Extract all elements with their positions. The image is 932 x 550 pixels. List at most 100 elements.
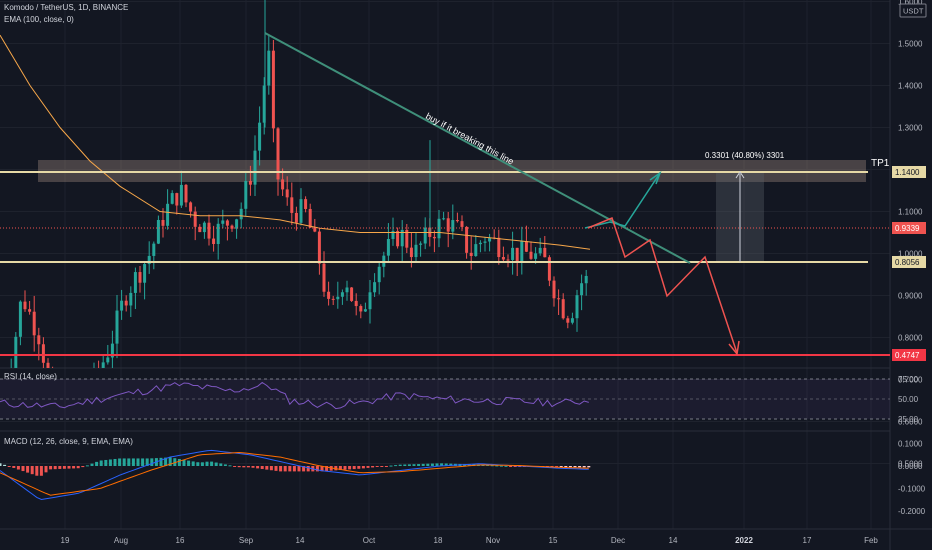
macd-bar [12, 466, 16, 468]
macd-bar [122, 458, 126, 466]
candle-body [14, 336, 18, 368]
candle-body [460, 221, 464, 227]
candle-body [175, 193, 179, 206]
macd-bar [205, 461, 209, 466]
candle-body [340, 292, 344, 297]
macd-bar [306, 466, 310, 472]
macd-title: MACD (12, 26, close, 9, EMA, EMA) [4, 437, 133, 446]
candle-body [506, 259, 510, 261]
macd-bar [467, 464, 471, 466]
macd-bar [141, 458, 145, 466]
candle-body [262, 85, 266, 123]
macd-tick-label: 0.1000 [898, 440, 923, 449]
candle-body [322, 263, 326, 292]
macd-tick-label: -0.2000 [898, 507, 926, 516]
candle-body [267, 50, 271, 86]
time-tick-label: Sep [239, 536, 254, 545]
bullish-projection-arrowhead [649, 171, 662, 185]
bearish-projection [587, 216, 738, 354]
candle-body [350, 287, 354, 301]
price-tick-label: 1.5000 [898, 40, 923, 49]
svg-text:0.4747: 0.4747 [895, 351, 920, 360]
candle-body [446, 218, 450, 232]
candle-body [483, 241, 487, 243]
macd-bar [495, 465, 499, 467]
candle-body [124, 300, 128, 306]
candle-body [110, 343, 114, 358]
macd-bar [200, 462, 204, 466]
macd-bar [486, 465, 490, 467]
candle-body [198, 226, 202, 233]
macd-bar [49, 466, 53, 470]
candle-body [156, 219, 160, 244]
rsi-line [0, 381, 589, 410]
macd-bar [279, 466, 283, 472]
candle-body [225, 220, 229, 226]
candle-body [170, 193, 174, 204]
time-tick-label: Oct [363, 536, 376, 545]
macd-bar [108, 459, 112, 466]
ema-title: EMA (100, close, 0) [4, 15, 74, 24]
macd-bar [315, 466, 319, 472]
candle-body [580, 283, 584, 296]
candle-body [230, 225, 234, 229]
candle-body [561, 299, 565, 319]
macd-bar [325, 466, 329, 471]
candle-body [566, 318, 570, 323]
macd-bar [72, 466, 76, 469]
candle-body [584, 275, 588, 284]
candle-body [409, 247, 413, 258]
candle-body [437, 218, 441, 239]
candle-body [423, 227, 427, 244]
macd-bar [182, 459, 186, 466]
macd-bar [394, 465, 398, 467]
time-axis[interactable]: 19 Aug 16 Sep 14 Oct 18 Nov 15 Dec 14 2022 17 Feb [61, 536, 879, 545]
candle-body [465, 226, 469, 253]
ema-legend: EMA (100, close, 0) [4, 15, 74, 24]
candle-body [313, 227, 317, 232]
candle-body [239, 208, 243, 220]
rsi-tick-label: 50.00 [898, 395, 919, 404]
candle-body [529, 251, 533, 259]
macd-bar [348, 466, 352, 470]
price-tick-label: 1.3000 [898, 124, 923, 133]
svg-text:0.9339: 0.9339 [895, 224, 920, 233]
candle-body [179, 184, 183, 206]
macd-bar [30, 466, 34, 475]
candle-body [143, 264, 147, 283]
macd-bar [16, 466, 20, 470]
macd-bar [191, 461, 195, 466]
currency-badge[interactable]: USDT [899, 3, 927, 18]
macd-bar [260, 466, 264, 469]
candle-body [534, 253, 538, 259]
macd-bar [44, 466, 48, 473]
candle-body [161, 219, 165, 226]
candle-body [235, 219, 239, 229]
candle-body [373, 282, 377, 293]
svg-text:1.1400: 1.1400 [895, 168, 920, 177]
candle-body [106, 357, 110, 363]
time-tick-label: 15 [549, 536, 558, 545]
macd-bar [53, 466, 57, 470]
macd-bar [104, 459, 108, 466]
macd-bar [173, 458, 177, 466]
candle-body [547, 257, 551, 281]
svg-text:0.8056: 0.8056 [895, 258, 920, 267]
svg-text:USDT: USDT [903, 7, 924, 16]
candle-body [276, 128, 280, 180]
macd-bar [168, 457, 172, 466]
macd-bar [228, 465, 232, 467]
macd-bar [403, 464, 407, 466]
candle-body [207, 222, 211, 239]
candle-body [354, 300, 358, 307]
candle-body [336, 296, 340, 300]
time-tick-label: Nov [486, 536, 500, 545]
candle-body [294, 212, 298, 223]
candle-body [359, 306, 363, 312]
candle-body [41, 344, 45, 363]
candle-body [451, 220, 455, 232]
macd-bar [292, 466, 296, 472]
candle-body [575, 295, 579, 319]
price-tick-label: 0.6000 [898, 418, 923, 427]
